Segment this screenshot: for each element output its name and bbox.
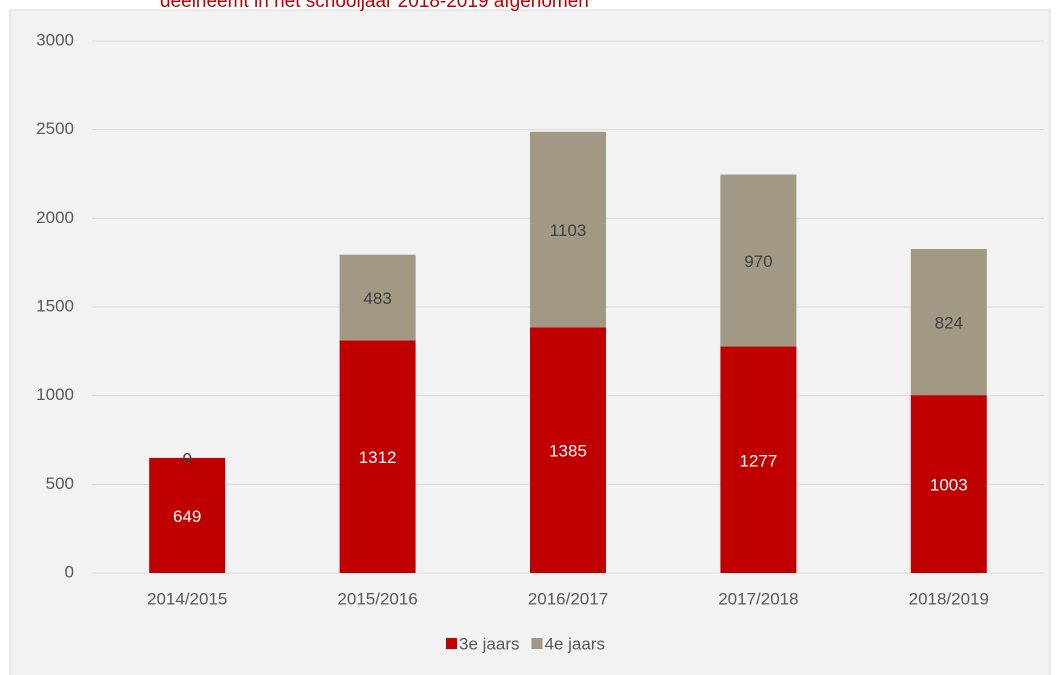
y-tick-label: 2000 xyxy=(36,208,74,227)
data-label: 824 xyxy=(935,314,963,333)
x-tick-label: 2014/2015 xyxy=(147,589,227,608)
y-tick-label: 0 xyxy=(65,562,74,581)
data-label: 1003 xyxy=(930,476,968,495)
bar-segment xyxy=(720,346,797,573)
data-label: 1312 xyxy=(359,448,397,467)
bar-segment xyxy=(339,254,416,341)
data-label: 970 xyxy=(744,252,772,271)
data-label: 1103 xyxy=(550,221,587,240)
legend-label: 3e jaars xyxy=(459,634,519,653)
bar-segment xyxy=(910,395,987,573)
legend-swatch xyxy=(531,638,543,649)
y-tick-label: 2500 xyxy=(36,119,74,138)
bar-segment xyxy=(530,327,606,573)
bar-segment xyxy=(720,174,797,347)
chart-title: deelneemt in het schooljaar 2018-2019 af… xyxy=(160,0,589,12)
x-tick-label: 2018/2019 xyxy=(909,589,989,608)
data-label: 649 xyxy=(173,507,201,526)
y-tick-label: 1000 xyxy=(36,385,74,404)
bar-segment xyxy=(530,131,606,328)
x-tick-label: 2017/2018 xyxy=(718,589,798,608)
y-tick-label: 3000 xyxy=(36,30,74,49)
data-label: 1385 xyxy=(549,442,587,461)
bar-segment xyxy=(910,249,987,396)
x-tick-label: 2016/2017 xyxy=(528,589,608,608)
data-label: 483 xyxy=(363,289,391,308)
bar-segment xyxy=(149,457,226,573)
legend-swatch xyxy=(446,638,457,649)
legend-label: 4e jaars xyxy=(544,634,604,653)
y-tick-label: 500 xyxy=(46,474,74,493)
data-label: 0 xyxy=(182,449,191,468)
bar-segment xyxy=(339,340,416,573)
data-label: 1277 xyxy=(739,451,777,470)
x-tick-label: 2015/2016 xyxy=(337,589,417,608)
y-tick-label: 1500 xyxy=(36,296,74,315)
